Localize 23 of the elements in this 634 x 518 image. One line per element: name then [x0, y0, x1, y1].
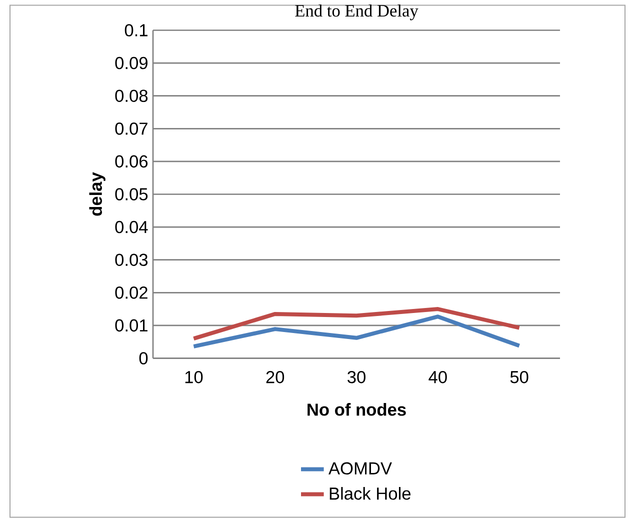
- legend-label: AOMDV: [328, 462, 392, 474]
- line-series: [192, 314, 522, 348]
- x-tick-label: 50: [510, 370, 528, 384]
- y-tick-label: 0.08: [115, 90, 148, 102]
- x-tick-label: 20: [266, 370, 284, 384]
- x-axis-title: No of nodes: [308, 402, 406, 416]
- line-series: [192, 306, 522, 340]
- x-tick-label: 10: [185, 370, 203, 384]
- y-axis-title: delay: [89, 172, 106, 216]
- y-tick-label: 0: [139, 352, 148, 364]
- y-tick-label: 0.03: [115, 254, 148, 266]
- y-tick-label: 0.09: [115, 56, 148, 70]
- y-tick-label: 0.06: [115, 155, 148, 168]
- chart-title: End to End Delay: [295, 4, 418, 20]
- x-tick-label: 40: [428, 370, 447, 384]
- y-tick-label: 0.02: [115, 286, 148, 299]
- y-tick-label: 0.1: [124, 24, 148, 36]
- y-tick-label: 0.04: [115, 220, 148, 234]
- y-tick-label: 0.07: [115, 122, 148, 135]
- y-tick-label: 0.01: [115, 319, 148, 332]
- y-tick-label: 0.05: [115, 188, 148, 200]
- x-tick-label: 30: [348, 370, 366, 384]
- legend-label: Black Hole: [330, 486, 411, 500]
